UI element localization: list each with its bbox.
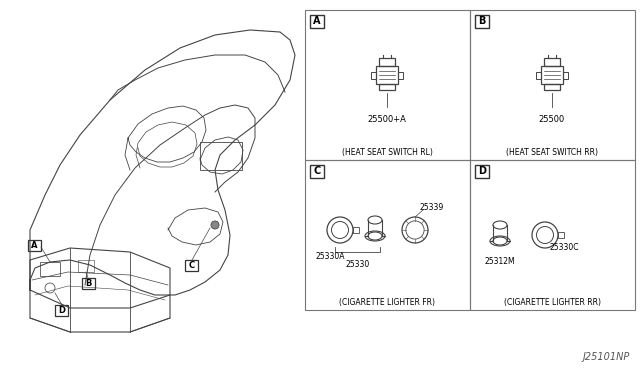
Bar bbox=[544, 58, 560, 66]
Bar bbox=[376, 66, 398, 84]
Bar bbox=[558, 232, 564, 238]
Text: 25339: 25339 bbox=[420, 203, 444, 212]
Text: B: B bbox=[85, 279, 92, 288]
Text: (HEAT SEAT SWITCH RL): (HEAT SEAT SWITCH RL) bbox=[342, 148, 433, 157]
Text: 25500: 25500 bbox=[539, 115, 565, 124]
Bar bbox=[371, 71, 376, 78]
Text: C: C bbox=[314, 167, 321, 176]
Bar bbox=[82, 278, 95, 289]
Bar bbox=[78, 260, 94, 272]
Bar bbox=[563, 71, 568, 78]
Text: A: A bbox=[31, 241, 38, 250]
Bar bbox=[28, 240, 41, 251]
Bar bbox=[470, 160, 635, 310]
Bar bbox=[310, 15, 324, 28]
Bar bbox=[185, 260, 198, 271]
Text: 25500+A: 25500+A bbox=[367, 115, 406, 124]
Bar bbox=[353, 227, 359, 233]
Text: A: A bbox=[313, 16, 321, 26]
Bar bbox=[305, 160, 470, 310]
Text: D: D bbox=[58, 306, 65, 315]
Text: 25330C: 25330C bbox=[550, 243, 579, 252]
Bar bbox=[55, 305, 68, 316]
Bar bbox=[398, 71, 403, 78]
Bar bbox=[40, 262, 60, 276]
Text: (CIGARETTE LIGHTER FR): (CIGARETTE LIGHTER FR) bbox=[339, 298, 435, 307]
Bar bbox=[310, 165, 324, 178]
Bar bbox=[379, 58, 395, 66]
Bar bbox=[475, 165, 489, 178]
Bar bbox=[470, 10, 635, 160]
Text: B: B bbox=[478, 16, 486, 26]
Text: (CIGARETTE LIGHTER RR): (CIGARETTE LIGHTER RR) bbox=[504, 298, 600, 307]
Circle shape bbox=[211, 221, 219, 229]
Bar bbox=[475, 15, 489, 28]
Text: 25330A: 25330A bbox=[316, 252, 345, 261]
Bar bbox=[541, 66, 563, 84]
Text: (HEAT SEAT SWITCH RR): (HEAT SEAT SWITCH RR) bbox=[506, 148, 598, 157]
Bar bbox=[305, 10, 470, 160]
Bar bbox=[536, 71, 541, 78]
Text: 25312M: 25312M bbox=[484, 257, 515, 266]
Bar bbox=[379, 84, 395, 90]
Text: J25101NP: J25101NP bbox=[583, 352, 630, 362]
Bar bbox=[200, 142, 242, 170]
Text: 25330: 25330 bbox=[346, 260, 370, 269]
Text: C: C bbox=[188, 261, 195, 270]
Text: D: D bbox=[478, 167, 486, 176]
Bar bbox=[544, 84, 560, 90]
